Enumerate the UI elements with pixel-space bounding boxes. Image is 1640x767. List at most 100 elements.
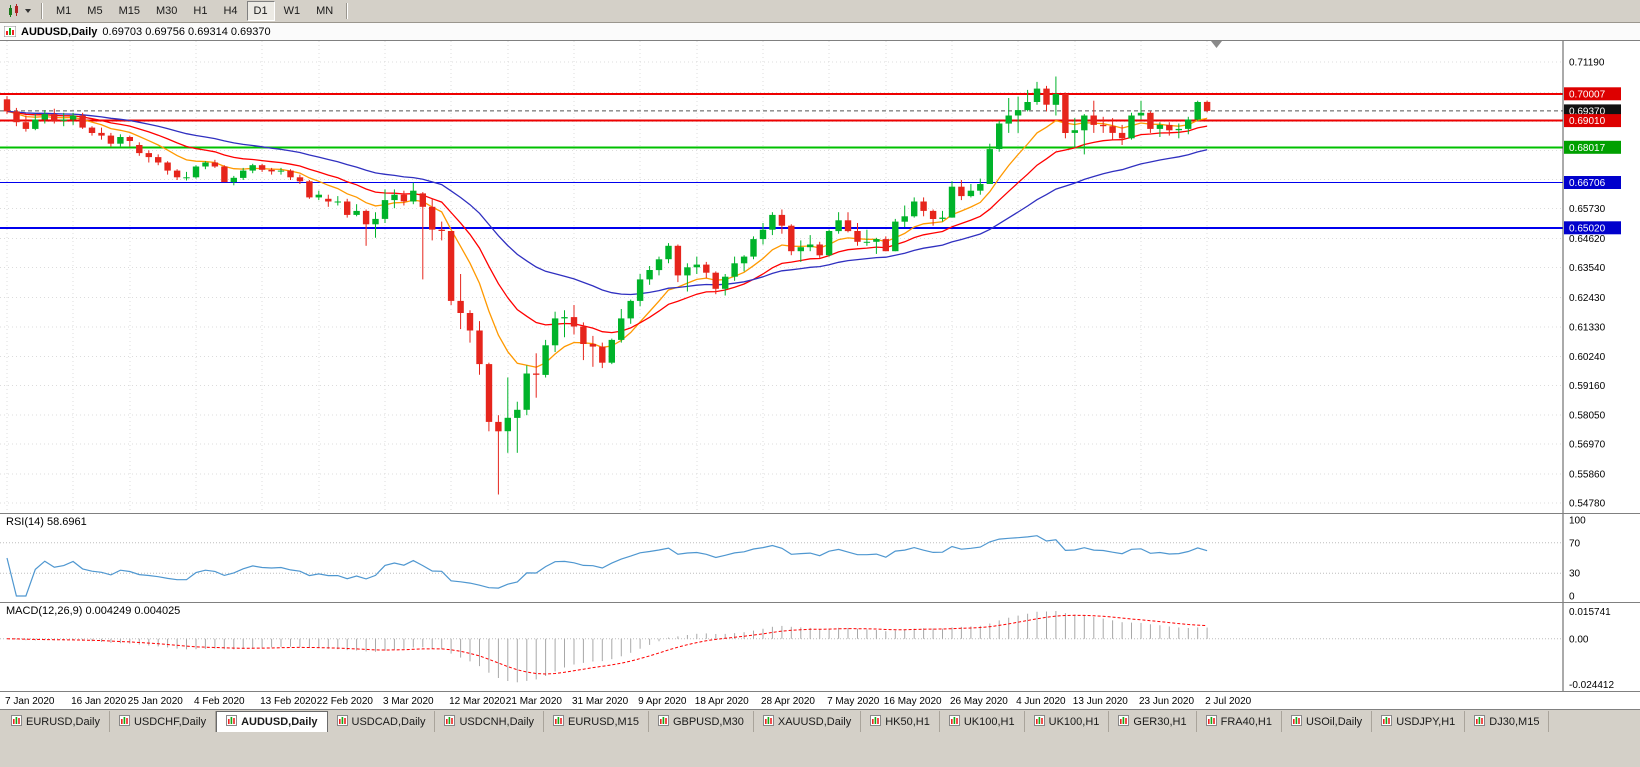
price-axis-label: 0.65730: [1569, 204, 1606, 215]
chart-shift-marker[interactable]: [1211, 41, 1222, 48]
tab-usoil-daily[interactable]: USOil,Daily: [1282, 711, 1373, 732]
date-axis-svg[interactable]: 7 Jan 2020 16 Jan 2020 25 Jan 2020 4 Feb 20…: [0, 692, 1640, 709]
candles-layer[interactable]: [3, 76, 1211, 495]
price-axis-label: 0.59160: [1569, 381, 1606, 392]
tab-gbpusd-m30[interactable]: GBPUSD,M30: [649, 711, 754, 732]
window-background: [0, 732, 1640, 767]
tab-label: EURUSD,M15: [568, 715, 639, 728]
timeframe-button-mn[interactable]: MN: [316, 5, 334, 17]
date-label: 2 Jul 2020: [1205, 696, 1252, 707]
rsi-panel[interactable]: RSI(14) 58.6961 100 70 30 0: [0, 513, 1640, 602]
horizontal-lines-layer[interactable]: [0, 92, 1563, 229]
price-badge: [1564, 176, 1621, 189]
candlestick-chart-icon: [9, 4, 18, 17]
main-chart-svg[interactable]: 0.71190 0.65730 0.64620 0.63540 0.62430 0.613…: [0, 41, 1640, 513]
price-axis-label: 0.60240: [1569, 352, 1606, 363]
rsi-axis-label: 100: [1569, 516, 1586, 527]
tab-dj30-m15[interactable]: DJ30,M15: [1465, 711, 1550, 732]
chart-tab-icon: [336, 714, 348, 729]
chart-type-dropdown-button[interactable]: [3, 2, 36, 20]
date-label: 7 May 2020: [827, 696, 880, 707]
chart-tab-icon: [118, 714, 130, 729]
macd-axis-label: 0.015741: [1569, 607, 1611, 618]
timeframe-button-m30[interactable]: M30: [155, 5, 178, 17]
chart-tab-icon: [1118, 714, 1130, 729]
timeframe-button-w1[interactable]: W1: [283, 5, 301, 17]
timeframe-button-m1[interactable]: M1: [56, 5, 72, 17]
toolbar-separator: [41, 3, 43, 19]
price-axis-label: 0.58050: [1569, 411, 1606, 422]
toolbar-separator: [346, 3, 349, 19]
date-label: 16 May 2020: [884, 696, 942, 707]
rsi-line: [6, 535, 1208, 597]
tab-fra40-h1[interactable]: FRA40,H1: [1197, 711, 1282, 732]
price-badge: [1564, 114, 1621, 128]
tab-label: UK100,H1: [1048, 715, 1100, 728]
tab-eurusd-daily[interactable]: EURUSD,Daily: [2, 711, 110, 732]
timeframe-button-h4[interactable]: H4: [223, 5, 238, 17]
chart-tab-icon: [1381, 714, 1393, 729]
tab-usdcnh-daily[interactable]: USDCNH,Daily: [435, 711, 545, 732]
macd-title: MACD(12,26,9) 0.004249 0.004025: [6, 605, 180, 617]
date-label: 16 Jan 2020: [71, 696, 126, 707]
tab-label: USDCHF,Daily: [133, 715, 207, 728]
timeframe-button-d1[interactable]: D1: [246, 1, 275, 21]
tab-label: USOil,Daily: [1305, 715, 1363, 728]
tab-usdchf-daily[interactable]: USDCHF,Daily: [110, 711, 217, 732]
macd-signal-line: [6, 614, 1208, 675]
tab-eurusd-m15[interactable]: EURUSD,M15: [544, 711, 649, 732]
price-badge-label: 0.69370: [1569, 106, 1606, 117]
date-label: 3 Mar 2020: [383, 696, 434, 707]
macd-histogram: [15, 611, 1208, 683]
moving-averages-layer[interactable]: [6, 110, 1208, 368]
tab-label: DJ30,M15: [1489, 715, 1540, 728]
tab-usdjpy-h1[interactable]: USDJPY,H1: [1372, 711, 1466, 732]
top-toolbar: M1 M5 M15 M30 H1 H4 D1 W1 MN: [0, 0, 1640, 23]
tab-audusd-daily[interactable]: AUDUSD,Daily: [216, 711, 328, 732]
rsi-svg[interactable]: 100 70 30 0: [0, 514, 1640, 602]
tab-hk50-h1[interactable]: HK50,H1: [861, 711, 940, 732]
price-badge-label: 0.70007: [1569, 89, 1606, 100]
macd-name: MACD(12,26,9): [6, 605, 83, 617]
tab-label: EURUSD,Daily: [26, 715, 100, 728]
tab-ger30-h1[interactable]: GER30,H1: [1109, 711, 1197, 732]
timeframe-button-m5[interactable]: M5: [87, 5, 103, 17]
date-label: 13 Feb 2020: [260, 696, 317, 707]
dropdown-caret-icon: [25, 8, 31, 13]
date-label: 25 Jan 2020: [128, 696, 183, 707]
chart-window-icon: [4, 26, 16, 37]
date-axis[interactable]: 7 Jan 2020 16 Jan 2020 25 Jan 2020 4 Feb 20…: [0, 691, 1640, 709]
tab-xauusd-daily[interactable]: XAUUSD,Daily: [754, 711, 862, 732]
date-label: 9 Apr 2020: [638, 696, 687, 707]
price-axis-label: 0.55860: [1569, 470, 1606, 481]
chart-tab-icon: [657, 714, 669, 729]
date-label: 13 Jun 2020: [1073, 696, 1128, 707]
main-chart-panel[interactable]: 0.71190 0.65730 0.64620 0.63540 0.62430 0.613…: [0, 41, 1640, 513]
tab-label: AUDUSD,Daily: [241, 716, 318, 728]
chart-title: AUDUSD,Daily: [21, 25, 98, 38]
price-badge: [1564, 140, 1621, 154]
macd-svg[interactable]: 0.015741 0.00 -0.024412: [0, 603, 1640, 691]
price-axis-label: 0.71190: [1569, 58, 1605, 69]
chart-window-titlebar: AUDUSD,Daily 0.69703 0.69756 0.69314 0.6…: [0, 23, 1640, 41]
price-axis-labels: 0.71190 0.65730 0.64620 0.63540 0.62430 0.613…: [1562, 41, 1621, 513]
price-axis-label: 0.63540: [1569, 263, 1606, 274]
price-badge-label: 0.68017: [1569, 143, 1606, 154]
tab-label: GER30,H1: [1133, 715, 1187, 728]
timeframe-button-m15[interactable]: M15: [118, 5, 140, 17]
ohlc-values: 0.69703 0.69756 0.69314 0.69370: [102, 25, 271, 38]
date-label: 26 May 2020: [950, 696, 1008, 707]
chart-tab-icon: [226, 715, 238, 729]
macd-panel[interactable]: MACD(12,26,9) 0.004249 0.004025 0.015741…: [0, 602, 1640, 691]
tab-uk100-h1[interactable]: UK100,H1: [1025, 711, 1110, 732]
tab-label: XAUUSD,Daily: [777, 715, 852, 728]
tab-uk100-h1[interactable]: UK100,H1: [940, 711, 1025, 732]
tab-usdcad-daily[interactable]: USDCAD,Daily: [328, 711, 436, 732]
ma-36-line: [6, 110, 1208, 296]
chart-tab-icon: [553, 714, 565, 729]
tab-label: USDCAD,Daily: [351, 715, 426, 728]
price-axis-label: 0.61330: [1569, 323, 1606, 334]
date-label: 4 Jun 2020: [1016, 696, 1066, 707]
timeframe-button-h1[interactable]: H1: [193, 5, 208, 17]
price-axis-label: 0.64620: [1569, 234, 1606, 245]
